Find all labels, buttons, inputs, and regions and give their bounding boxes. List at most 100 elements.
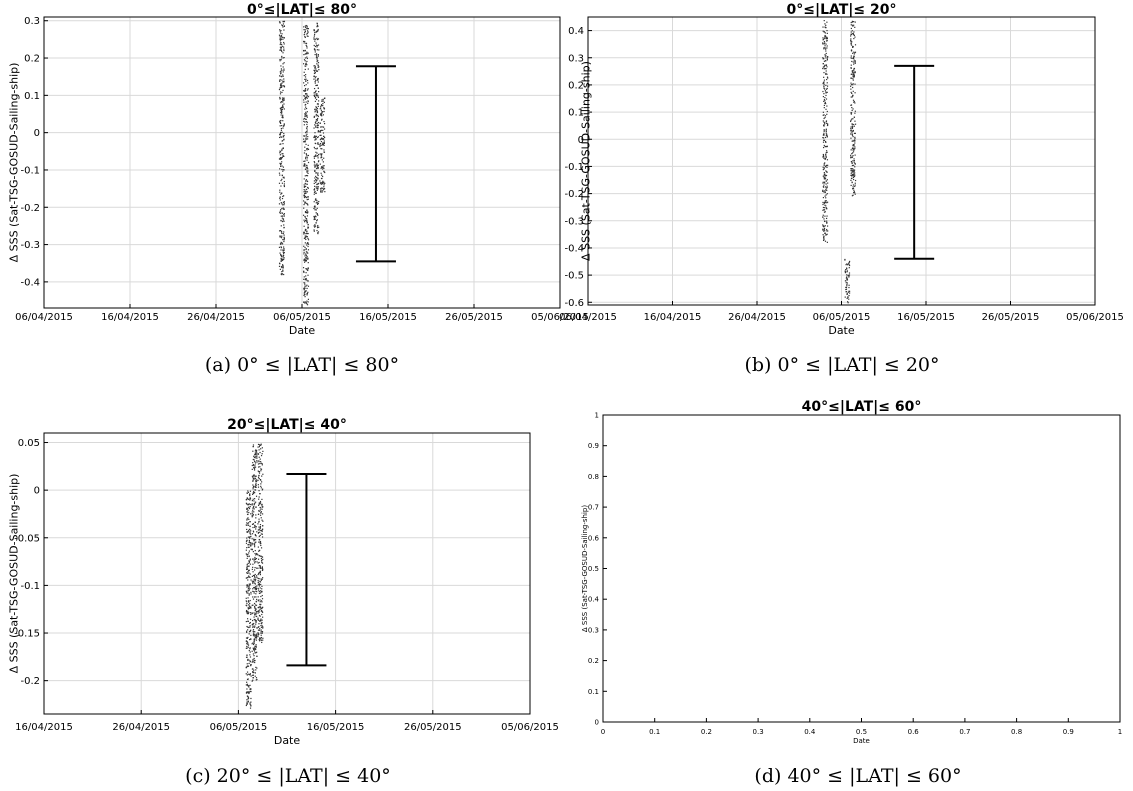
data-point bbox=[323, 171, 325, 173]
data-point bbox=[255, 541, 257, 543]
data-point bbox=[249, 542, 251, 544]
data-point bbox=[254, 636, 256, 638]
data-point bbox=[845, 286, 847, 289]
data-point bbox=[316, 120, 318, 122]
data-point bbox=[317, 226, 319, 229]
data-point bbox=[307, 245, 309, 248]
data-point bbox=[853, 169, 856, 171]
data-point bbox=[823, 60, 826, 62]
data-point bbox=[316, 111, 319, 114]
y-tick-label: 0.1 bbox=[568, 108, 584, 119]
data-point bbox=[260, 618, 262, 620]
x-tick-label: 16/05/2015 bbox=[897, 312, 955, 323]
data-point bbox=[246, 518, 248, 520]
data-point bbox=[824, 230, 826, 232]
data-point bbox=[823, 218, 825, 220]
data-point bbox=[307, 291, 309, 293]
plot-frame bbox=[43, 432, 531, 715]
data-point bbox=[248, 691, 250, 694]
data-point bbox=[321, 168, 324, 170]
data-point bbox=[249, 599, 251, 602]
data-point bbox=[251, 468, 253, 470]
data-point bbox=[253, 622, 255, 625]
x-tick-label: 06/04/2015 bbox=[15, 312, 73, 323]
data-point bbox=[846, 282, 848, 284]
data-point bbox=[307, 211, 309, 213]
data-point bbox=[261, 621, 263, 624]
chart-title: 0°≤|LAT|≤ 20° bbox=[786, 2, 896, 18]
data-point bbox=[279, 96, 281, 99]
data-point bbox=[252, 498, 254, 500]
data-point bbox=[253, 538, 255, 540]
data-point bbox=[281, 131, 283, 133]
data-point bbox=[824, 215, 826, 217]
data-point bbox=[283, 234, 285, 236]
data-point bbox=[253, 500, 255, 502]
data-point bbox=[853, 145, 855, 147]
data-point bbox=[306, 257, 308, 259]
data-point bbox=[854, 137, 856, 139]
data-point bbox=[282, 136, 285, 138]
data-point bbox=[252, 629, 255, 631]
data-point bbox=[822, 168, 824, 171]
data-point bbox=[315, 177, 318, 179]
data-point bbox=[826, 185, 828, 187]
data-point bbox=[249, 626, 251, 628]
data-point bbox=[825, 108, 827, 110]
data-point bbox=[252, 642, 254, 644]
data-point bbox=[281, 174, 283, 177]
data-point bbox=[306, 166, 308, 169]
data-point bbox=[851, 152, 854, 154]
data-point bbox=[249, 525, 251, 528]
data-point bbox=[852, 155, 854, 157]
data-point bbox=[247, 592, 249, 594]
data-point bbox=[252, 475, 254, 477]
data-point bbox=[251, 544, 253, 546]
data-point bbox=[248, 601, 250, 603]
data-point bbox=[255, 482, 257, 484]
data-point bbox=[279, 189, 281, 191]
data-point bbox=[851, 33, 853, 35]
data-point bbox=[823, 107, 825, 109]
data-point bbox=[258, 606, 260, 608]
y-tick-label: 0.2 bbox=[568, 80, 584, 91]
data-point bbox=[255, 639, 258, 641]
data-point bbox=[281, 136, 283, 138]
data-point bbox=[250, 688, 252, 691]
data-point bbox=[306, 203, 309, 205]
data-point bbox=[281, 161, 283, 163]
data-point bbox=[252, 462, 254, 464]
data-point bbox=[314, 122, 317, 124]
data-point bbox=[844, 296, 846, 298]
data-point bbox=[280, 107, 282, 109]
data-point bbox=[254, 645, 256, 647]
data-point bbox=[321, 112, 323, 114]
data-point bbox=[306, 242, 308, 245]
data-point bbox=[252, 523, 255, 525]
data-point bbox=[252, 596, 254, 598]
data-point bbox=[853, 37, 855, 40]
data-point bbox=[260, 560, 263, 562]
data-point bbox=[306, 222, 308, 224]
x-tick-label: 06/05/2015 bbox=[813, 312, 871, 323]
data-point bbox=[306, 45, 308, 48]
data-point bbox=[280, 108, 282, 110]
data-point bbox=[250, 690, 252, 693]
data-point bbox=[280, 70, 282, 72]
data-point bbox=[253, 503, 255, 505]
data-point bbox=[822, 225, 824, 228]
data-point bbox=[845, 264, 847, 266]
data-point bbox=[246, 584, 248, 586]
data-point bbox=[282, 46, 285, 48]
data-point bbox=[317, 202, 319, 204]
data-point bbox=[248, 686, 250, 688]
data-point bbox=[323, 182, 325, 184]
data-point bbox=[852, 86, 854, 89]
data-point bbox=[852, 149, 854, 151]
data-point bbox=[280, 49, 282, 51]
data-point bbox=[245, 499, 248, 501]
data-point bbox=[262, 568, 264, 570]
data-point bbox=[257, 443, 260, 446]
data-point bbox=[322, 175, 324, 178]
chart-title: 40°≤|LAT|≤ 60° bbox=[802, 399, 922, 415]
